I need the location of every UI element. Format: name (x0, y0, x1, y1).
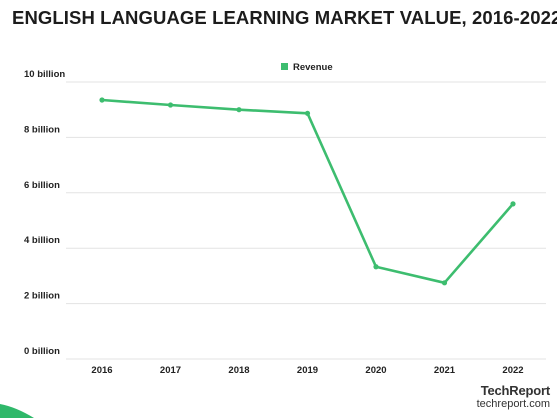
y-tick-label: 0 billion (24, 346, 60, 357)
x-tick-label: 2021 (434, 365, 456, 376)
legend-label: Revenue (293, 62, 333, 73)
data-point (236, 107, 242, 113)
data-point (99, 97, 105, 103)
y-tick-label: 4 billion (24, 235, 60, 246)
x-tick-label: 2020 (365, 365, 386, 376)
chart-title: ENGLISH LANGUAGE LEARNING MARKET VALUE, … (12, 7, 557, 28)
corner-swoosh-decoration (0, 404, 34, 418)
legend-swatch (281, 63, 288, 70)
x-tick-label: 2022 (502, 365, 523, 376)
y-tick-label: 8 billion (24, 124, 60, 135)
data-point (373, 264, 379, 270)
brand-url: techreport.com (476, 398, 550, 410)
x-tick-label: 2019 (297, 365, 318, 376)
brand-logo: TechReport (477, 384, 550, 397)
y-tick-label: 6 billion (24, 180, 60, 191)
x-tick-label: 2016 (91, 365, 112, 376)
y-tick-label: 2 billion (24, 291, 60, 302)
brand-logo-strong: Tech (480, 383, 510, 398)
brand-logo-rest: Report (509, 383, 550, 398)
series-line (100, 98, 515, 285)
data-point (167, 102, 174, 108)
brand-watermark: TechReport techreport.com (476, 384, 551, 410)
x-tick-label: 2018 (228, 365, 249, 376)
x-tick-label: 2017 (160, 365, 181, 376)
data-point (304, 110, 311, 116)
y-tick-label: 10 billion (24, 69, 65, 80)
data-point (510, 201, 516, 207)
data-point (441, 280, 448, 286)
